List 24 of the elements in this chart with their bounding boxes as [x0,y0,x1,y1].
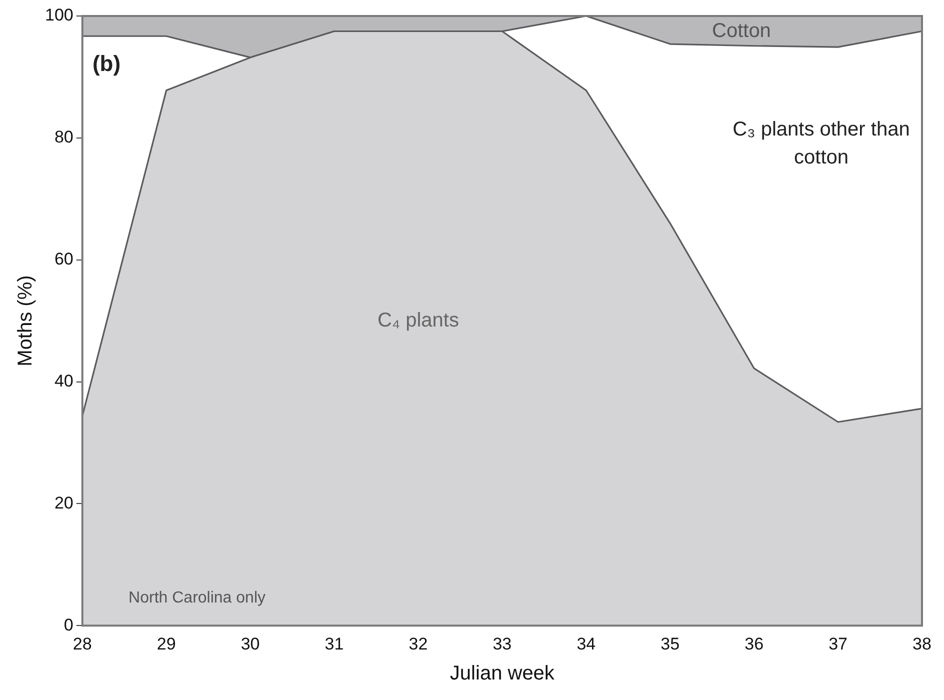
x-tick-label: 32 [408,634,428,654]
series-label: Cotton [712,20,771,42]
x-tick-label: 29 [156,634,176,654]
x-tick-label: 28 [72,634,92,654]
y-tick-label: 80 [54,128,74,147]
y-tick-label: 0 [64,615,74,634]
x-tick-label: 34 [576,634,596,654]
x-tick-label: 33 [492,634,512,654]
x-tick-label: 30 [240,634,260,654]
x-axis-title: Julian week [450,662,556,685]
annotation: North Carolina only [128,590,266,607]
annotation: (b) [92,50,121,76]
y-tick-label: 40 [54,371,74,390]
x-tick-label: 36 [744,634,764,654]
x-tick-label: 38 [912,634,932,654]
y-tick-label: 60 [54,250,74,269]
y-tick-label: 20 [54,493,74,512]
series-label: C₄ plants [377,309,459,332]
x-tick-label: 31 [324,634,344,654]
x-tick-label: 35 [660,634,680,654]
y-tick-label: 100 [44,6,74,25]
x-tick-label: 37 [828,634,848,654]
y-axis-title: Moths (%) [14,275,37,366]
series-label: C₃ plants other than cotton [732,118,910,169]
